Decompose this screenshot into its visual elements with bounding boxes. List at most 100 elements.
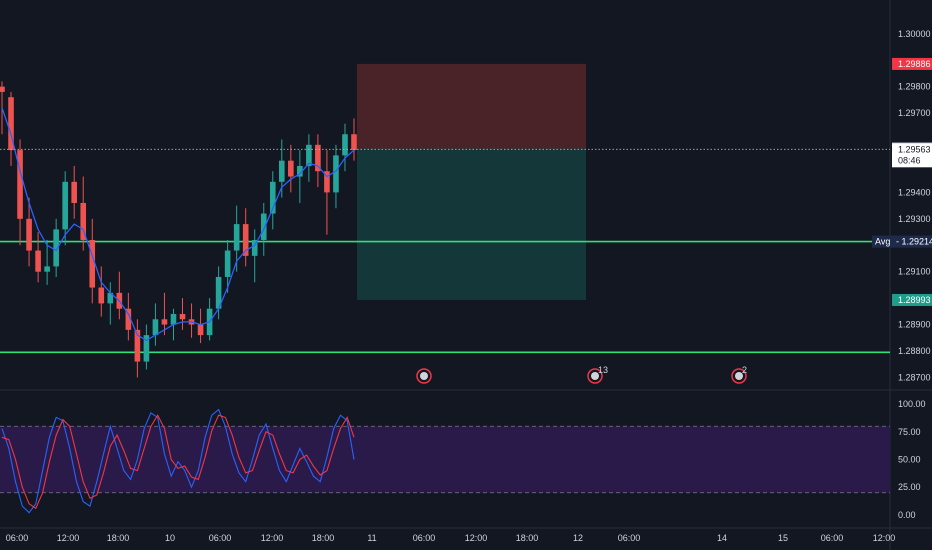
time-tick-label: 12:00 — [873, 533, 896, 543]
candle-body — [197, 324, 204, 336]
price-tag-countdown: 08:46 — [898, 155, 921, 165]
price-tag-box — [872, 235, 932, 248]
price-tick-label: 1.28900 — [898, 320, 931, 330]
ma-polyline — [1, 107, 355, 342]
candle-body — [170, 313, 177, 325]
take-profit-zone — [357, 148, 586, 300]
time-tick-label: 14 — [717, 533, 727, 543]
moving-average-line — [1, 107, 355, 342]
time-axis[interactable]: 06:00 12:00 18:00 10 06:00 12:00 18:00 11 06:00 1… — [6, 533, 896, 543]
time-tick-label: 06:00 — [209, 533, 232, 543]
event-markers[interactable]: 13 2 — [416, 365, 747, 384]
candlestick-series — [0, 81, 357, 378]
time-tick-label: 06:00 — [618, 533, 641, 543]
price-tag: 1.28993 — [892, 293, 932, 306]
candle-body — [143, 335, 150, 362]
position-tool[interactable] — [357, 63, 586, 300]
candle-body — [161, 319, 168, 325]
candle-body — [80, 202, 87, 240]
candle-body — [62, 181, 68, 230]
candle-body — [17, 150, 23, 219]
event-count-label: 13 — [598, 365, 608, 375]
candle-body — [224, 250, 231, 277]
price-tag-box — [892, 143, 932, 168]
time-tick-label: 12:00 — [57, 533, 80, 543]
price-tag-value: 1.28993 — [898, 295, 931, 305]
event-count-label: 2 — [742, 365, 747, 375]
oscillator-tick-label: 75.00 — [898, 427, 921, 437]
time-tick-label: 06:00 — [413, 533, 436, 543]
candle-body — [35, 250, 41, 272]
oscillator-line — [1, 408, 355, 514]
price-tick-label: 1.29300 — [898, 214, 931, 224]
price-tag-value: - 1.29214 — [896, 237, 932, 247]
price-tick-label: 1.29800 — [898, 82, 931, 92]
oscillator-axis: 100.00 75.00 50.00 25.00 0.00 — [898, 399, 926, 520]
oscillator-tick-label: 25.00 — [898, 482, 921, 492]
time-tick-label: 18:00 — [107, 533, 130, 543]
price-tag-value: 1.29563 — [898, 144, 931, 154]
event-flag-icon — [416, 368, 432, 384]
price-tag-box — [892, 293, 932, 306]
price-tick-label: 1.29100 — [898, 267, 931, 277]
oscillator-tick-label: 100.00 — [898, 399, 926, 409]
event-flag-dot — [591, 372, 599, 380]
time-tick-label: 18:00 — [516, 533, 539, 543]
event-flag-icon: 2 — [731, 365, 747, 384]
time-tick-label: 06:00 — [821, 533, 844, 543]
event-flag-dot — [420, 372, 428, 380]
price-tag-box — [892, 57, 932, 70]
candle-body — [333, 155, 339, 193]
candle-body — [260, 213, 267, 240]
candle-body — [71, 181, 78, 203]
candle-body — [315, 144, 321, 172]
candle-body — [351, 134, 357, 151]
time-tick-label: 11 — [367, 533, 376, 543]
time-tick-label: 15 — [778, 533, 788, 543]
time-tick-label: 06:00 — [6, 533, 29, 543]
price-tag-value: 1.29886 — [898, 59, 931, 69]
time-tick-label: 12:00 — [261, 533, 284, 543]
candle-body — [306, 144, 312, 166]
oscillator-line — [1, 414, 355, 510]
candle-body — [288, 160, 294, 177]
candle-body — [179, 313, 186, 320]
candle-body — [0, 86, 5, 92]
candle-body — [269, 181, 276, 214]
candle-body — [152, 319, 159, 336]
candle-body — [215, 276, 222, 309]
price-tag: Avg - 1.29214 — [872, 235, 932, 248]
candle-body — [26, 218, 32, 251]
price-tag-prefix: Avg — [875, 237, 890, 247]
oscillator-tick-label: 50.00 — [898, 455, 921, 465]
event-flag-icon: 13 — [587, 365, 608, 384]
candle-body — [98, 287, 105, 304]
price-tick-label: 1.30000 — [898, 29, 931, 39]
candle-body — [342, 134, 348, 156]
oscillator-tick-label: 0.00 — [898, 510, 916, 520]
candle-body — [297, 165, 303, 177]
oscillator-band — [0, 426, 890, 493]
candle-body — [125, 308, 132, 330]
time-tick-label: 12:00 — [465, 533, 488, 543]
oscillator-pane — [0, 408, 890, 514]
price-tick-label: 1.28700 — [898, 372, 931, 382]
candle-body — [89, 239, 96, 288]
stop-loss-zone — [357, 63, 586, 149]
price-tag: 1.29886 — [892, 57, 932, 70]
event-flag-dot — [735, 372, 743, 380]
candle-body — [278, 160, 285, 182]
candle-body — [134, 329, 141, 362]
price-tick-label: 1.29700 — [898, 108, 931, 118]
candle-body — [324, 171, 330, 193]
candle-body — [233, 224, 240, 251]
time-tick-label: 12 — [573, 533, 583, 543]
candle-body — [107, 292, 114, 304]
time-tick-label: 18:00 — [312, 533, 335, 543]
candle-body — [242, 224, 249, 256]
candle-body — [53, 229, 59, 267]
time-tick-label: 10 — [165, 533, 175, 543]
